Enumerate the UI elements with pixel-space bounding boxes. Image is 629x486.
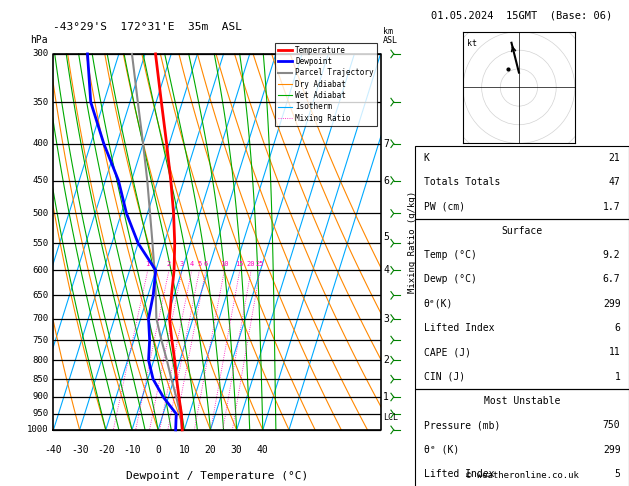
- Text: 450: 450: [32, 176, 48, 185]
- Text: -20: -20: [97, 445, 114, 455]
- Text: 950: 950: [32, 409, 48, 418]
- Text: 3: 3: [180, 261, 184, 267]
- Text: 5: 5: [615, 469, 620, 479]
- Text: 5: 5: [383, 232, 389, 243]
- Text: 900: 900: [32, 393, 48, 401]
- Text: -40: -40: [45, 445, 62, 455]
- Text: km
ASL: km ASL: [383, 27, 398, 45]
- Bar: [415, 219, 629, 389]
- Text: 350: 350: [32, 98, 48, 106]
- Text: hPa: hPa: [31, 35, 48, 45]
- Text: 0: 0: [155, 445, 161, 455]
- Text: 700: 700: [32, 314, 48, 323]
- Text: -10: -10: [123, 445, 141, 455]
- Text: 1000: 1000: [26, 425, 48, 434]
- Bar: [415, 389, 629, 486]
- Text: Dewp (°C): Dewp (°C): [424, 275, 477, 284]
- Text: 10: 10: [220, 261, 228, 267]
- Text: Lifted Index: Lifted Index: [424, 323, 494, 333]
- Text: kt: kt: [467, 39, 477, 48]
- Text: 30: 30: [231, 445, 243, 455]
- Text: 15: 15: [235, 261, 244, 267]
- Text: 750: 750: [603, 420, 620, 430]
- Text: θᵉ(K): θᵉ(K): [424, 299, 453, 309]
- Text: 20: 20: [204, 445, 216, 455]
- Text: 25: 25: [256, 261, 264, 267]
- Text: Dewpoint / Temperature (°C): Dewpoint / Temperature (°C): [126, 471, 308, 481]
- Text: 600: 600: [32, 266, 48, 275]
- Text: 4: 4: [383, 265, 389, 276]
- Text: CIN (J): CIN (J): [424, 372, 465, 382]
- Text: 7: 7: [383, 139, 389, 149]
- Text: 800: 800: [32, 356, 48, 364]
- Text: 300: 300: [32, 50, 48, 58]
- Text: 21: 21: [609, 153, 620, 163]
- Text: 2: 2: [167, 261, 171, 267]
- Text: LCL: LCL: [383, 413, 398, 422]
- Text: 6: 6: [615, 323, 620, 333]
- Text: 1: 1: [615, 372, 620, 382]
- Text: -30: -30: [71, 445, 89, 455]
- Text: 40: 40: [257, 445, 269, 455]
- Text: K: K: [424, 153, 430, 163]
- Text: © weatheronline.co.uk: © weatheronline.co.uk: [465, 471, 579, 480]
- Bar: [415, 146, 629, 219]
- Text: Surface: Surface: [501, 226, 543, 236]
- Text: 750: 750: [32, 335, 48, 345]
- Text: 1: 1: [146, 261, 150, 267]
- Text: 299: 299: [603, 445, 620, 454]
- Text: 4: 4: [189, 261, 194, 267]
- Text: PW (cm): PW (cm): [424, 202, 465, 211]
- Text: 1.7: 1.7: [603, 202, 620, 211]
- Text: -43°29'S  172°31'E  35m  ASL: -43°29'S 172°31'E 35m ASL: [53, 21, 242, 32]
- Text: 6: 6: [204, 261, 208, 267]
- Text: 6: 6: [383, 175, 389, 186]
- Text: θᵉ (K): θᵉ (K): [424, 445, 459, 454]
- Text: Totals Totals: Totals Totals: [424, 177, 500, 187]
- Text: 850: 850: [32, 375, 48, 383]
- Text: 20: 20: [247, 261, 255, 267]
- Text: CAPE (J): CAPE (J): [424, 347, 470, 357]
- Text: Mixing Ratio (g/kg): Mixing Ratio (g/kg): [408, 191, 417, 293]
- Text: 5: 5: [198, 261, 201, 267]
- Text: Most Unstable: Most Unstable: [484, 396, 560, 406]
- Text: 6.7: 6.7: [603, 275, 620, 284]
- Text: 550: 550: [32, 239, 48, 248]
- Text: 299: 299: [603, 299, 620, 309]
- Text: Pressure (mb): Pressure (mb): [424, 420, 500, 430]
- Text: 11: 11: [609, 347, 620, 357]
- Text: 9.2: 9.2: [603, 250, 620, 260]
- Text: 500: 500: [32, 209, 48, 218]
- Text: 3: 3: [383, 313, 389, 324]
- Text: 1: 1: [383, 392, 389, 402]
- Text: 2: 2: [383, 355, 389, 365]
- Text: Lifted Index: Lifted Index: [424, 469, 494, 479]
- Text: 10: 10: [179, 445, 190, 455]
- Text: Temp (°C): Temp (°C): [424, 250, 477, 260]
- Text: 400: 400: [32, 139, 48, 148]
- Text: 01.05.2024  15GMT  (Base: 06): 01.05.2024 15GMT (Base: 06): [431, 11, 613, 21]
- Legend: Temperature, Dewpoint, Parcel Trajectory, Dry Adiabat, Wet Adiabat, Isotherm, Mi: Temperature, Dewpoint, Parcel Trajectory…: [275, 43, 377, 125]
- Text: 650: 650: [32, 291, 48, 300]
- Text: 47: 47: [609, 177, 620, 187]
